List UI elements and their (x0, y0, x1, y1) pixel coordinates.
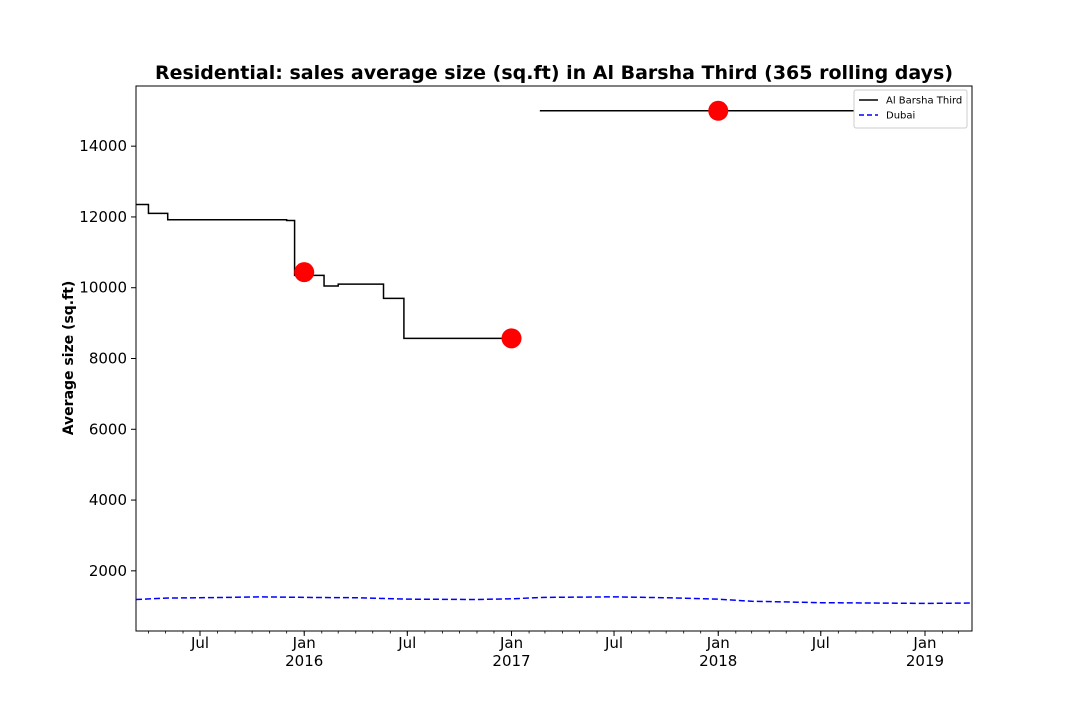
axes-frame (135, 85, 973, 632)
x-tick-label: Jan (292, 634, 316, 652)
legend-box (853, 89, 968, 129)
red-point-marker (294, 262, 315, 283)
y-axis-label: Average size (sq.ft) (61, 281, 77, 436)
legend: Al Barsha Third Dubai (853, 89, 968, 129)
chart-title: Residential: sales average size (sq.ft) … (155, 62, 953, 84)
y-tick-label: 12000 (79, 208, 127, 226)
y-tick-label: 8000 (89, 350, 127, 368)
x-tick-year-label: 2018 (699, 652, 737, 670)
red-point-marker (501, 328, 522, 349)
series-line-dubai (135, 596, 973, 605)
x-tick-year-label: 2019 (906, 652, 944, 670)
x-tick-label: Jan (706, 634, 730, 652)
legend-label: Al Barsha Third (886, 96, 962, 107)
x-tick-label: Jul (190, 634, 209, 652)
x-tick-label: Jan (499, 634, 523, 652)
legend-label: Dubai (886, 111, 915, 122)
x-tick-label: Jul (811, 634, 830, 652)
x-tick-label: Jul (604, 634, 623, 652)
y-tick-label: 4000 (89, 491, 127, 509)
red-point-marker (708, 100, 729, 121)
x-tick-label: Jan (912, 634, 936, 652)
y-tick-label: 2000 (89, 562, 127, 580)
x-tick-year-label: 2017 (492, 652, 530, 670)
x-tick-label: Jul (397, 634, 416, 652)
y-tick-label: 14000 (79, 137, 127, 155)
series-line-al-barsha-third (136, 203, 512, 340)
y-tick-label: 10000 (79, 279, 127, 297)
x-tick-year-label: 2016 (285, 652, 323, 670)
y-tick-label: 6000 (89, 420, 127, 438)
